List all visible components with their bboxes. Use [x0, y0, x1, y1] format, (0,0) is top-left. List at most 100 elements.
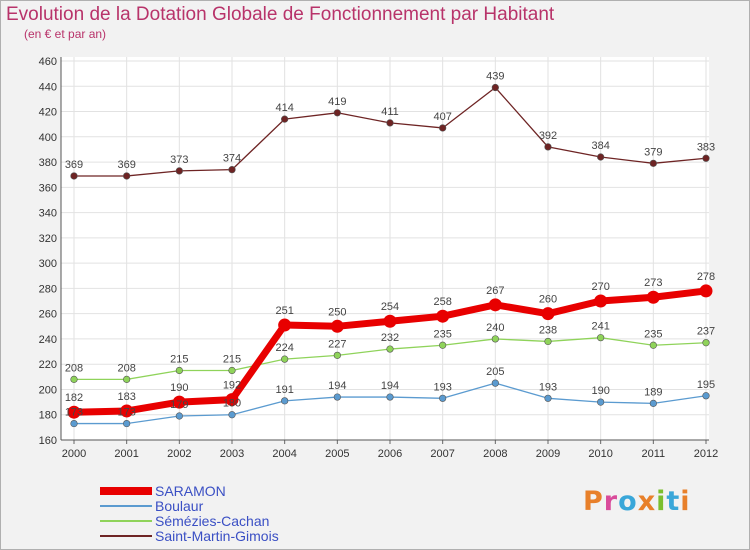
- legend-label: SARAMON: [155, 483, 226, 499]
- brand-letter: x: [637, 486, 657, 517]
- data-label: 232: [381, 332, 399, 344]
- data-point: [386, 393, 394, 401]
- data-point: [541, 307, 555, 321]
- data-point: [439, 394, 447, 402]
- y-tick-label: 400: [39, 132, 57, 144]
- data-label: 439: [486, 71, 504, 83]
- chart-subtitle: (en € et par an): [24, 27, 107, 41]
- x-tick-label: 2010: [588, 448, 612, 460]
- data-point: [544, 394, 552, 402]
- data-point: [383, 314, 397, 328]
- legend-swatch: [100, 535, 152, 537]
- data-label: 208: [117, 362, 135, 374]
- data-point: [649, 159, 657, 167]
- legend-swatch: [100, 505, 152, 507]
- data-point: [70, 419, 78, 428]
- data-point: [228, 166, 236, 174]
- x-tick-label: 2000: [62, 448, 86, 460]
- data-label: 411: [381, 106, 399, 118]
- data-point: [597, 153, 605, 161]
- data-label: 369: [117, 159, 135, 171]
- data-point: [225, 393, 239, 407]
- data-point: [333, 351, 341, 359]
- y-tick-label: 240: [39, 334, 57, 346]
- data-point: [594, 294, 608, 308]
- data-point: [330, 319, 344, 333]
- data-point: [123, 172, 131, 180]
- data-point: [699, 284, 713, 298]
- data-point: [491, 379, 499, 387]
- data-label: 278: [697, 271, 715, 283]
- y-tick-label: 320: [39, 233, 57, 245]
- data-point: [175, 167, 183, 175]
- data-point: [333, 109, 341, 117]
- data-point: [439, 124, 447, 132]
- data-point: [491, 83, 499, 92]
- data-label: 270: [591, 281, 609, 293]
- brand-letter: r: [603, 486, 619, 517]
- data-point: [333, 393, 341, 401]
- data-label: 205: [486, 366, 504, 378]
- y-tick-label: 180: [39, 410, 57, 422]
- data-label: 379: [644, 146, 662, 158]
- data-label: 224: [275, 342, 293, 354]
- data-point: [228, 411, 236, 419]
- brand-letter: o: [618, 486, 638, 517]
- data-label: 240: [486, 322, 504, 334]
- legend-label: Saint-Martin-Gimois: [155, 528, 279, 544]
- data-point: [172, 395, 186, 409]
- x-tick-label: 2006: [378, 448, 402, 460]
- data-label: 179: [170, 399, 188, 411]
- brand-letter: t: [666, 486, 681, 517]
- data-point: [386, 119, 394, 127]
- data-label: 392: [539, 130, 557, 142]
- data-point: [544, 337, 552, 346]
- y-tick-label: 300: [39, 258, 57, 270]
- data-point: [175, 366, 183, 375]
- data-point: [702, 154, 710, 162]
- data-label: 192: [223, 380, 241, 392]
- data-label: 419: [328, 96, 346, 108]
- chart-title: Evolution de la Dotation Globale de Fonc…: [6, 4, 555, 25]
- data-point: [646, 290, 660, 304]
- data-point: [281, 397, 289, 405]
- data-point: [436, 309, 450, 323]
- data-label: 173: [65, 407, 83, 419]
- data-label: 238: [539, 324, 557, 336]
- y-tick-label: 420: [39, 107, 57, 119]
- data-point: [649, 399, 657, 407]
- legend-swatch: [100, 520, 152, 522]
- brand-letter: P: [583, 486, 604, 517]
- data-label: 273: [644, 277, 662, 289]
- data-point: [597, 334, 605, 342]
- legend-swatch: [100, 487, 152, 495]
- data-label: 173: [117, 407, 135, 419]
- y-tick-label: 340: [39, 208, 57, 220]
- x-tick-label: 2004: [272, 448, 296, 460]
- x-tick-label: 2003: [220, 448, 244, 460]
- data-label: 373: [170, 154, 188, 166]
- data-point: [123, 375, 131, 383]
- y-tick-label: 380: [39, 157, 57, 169]
- data-label: 194: [381, 380, 399, 392]
- x-tick-label: 2007: [430, 448, 454, 460]
- data-label: 215: [223, 354, 241, 366]
- data-point: [70, 172, 78, 180]
- y-tick-label: 260: [39, 309, 57, 321]
- data-label: 193: [539, 381, 557, 393]
- data-label: 369: [65, 159, 83, 171]
- data-label: 407: [433, 111, 451, 123]
- brand-logo: Proxiti: [583, 486, 691, 517]
- brand-letter: i: [656, 486, 667, 517]
- data-label: 208: [65, 362, 83, 374]
- data-label: 383: [697, 141, 715, 153]
- data-point: [702, 339, 710, 347]
- y-tick-label: 460: [39, 56, 57, 68]
- data-label: 235: [433, 328, 451, 340]
- data-point: [228, 366, 236, 375]
- y-tick-label: 440: [39, 81, 57, 93]
- legend-label: Sémézies-Cachan: [155, 513, 270, 529]
- data-label: 193: [433, 381, 451, 393]
- data-label: 237: [697, 326, 715, 338]
